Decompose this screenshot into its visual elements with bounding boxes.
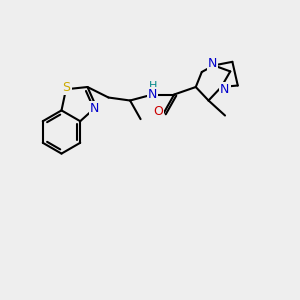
Text: N: N — [220, 83, 230, 96]
Text: N: N — [208, 56, 217, 70]
Text: S: S — [63, 81, 70, 94]
Text: N: N — [90, 102, 99, 115]
Text: O: O — [153, 105, 163, 118]
Text: N: N — [148, 88, 157, 101]
Text: H: H — [148, 81, 157, 91]
